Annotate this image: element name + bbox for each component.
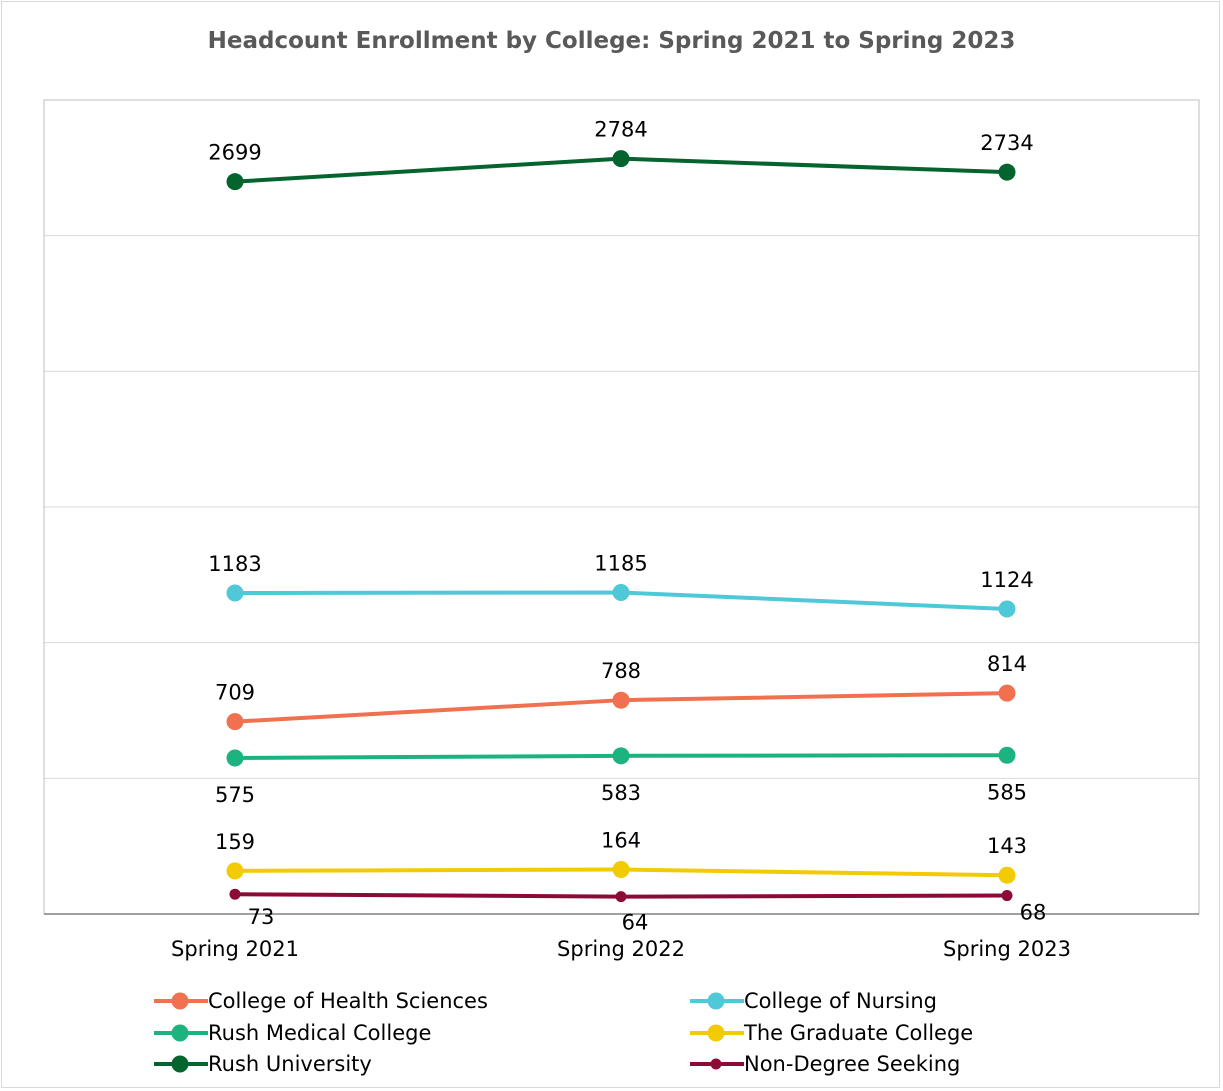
data-point-the-graduate-college-spring-2021 bbox=[226, 862, 244, 880]
data-label-rush-university-spring-2022: 2784 bbox=[594, 118, 647, 142]
x-tick-label-spring-2023: Spring 2023 bbox=[943, 937, 1071, 961]
data-label-college-of-nursing-spring-2022: 1185 bbox=[594, 551, 647, 575]
data-label-rush-university-spring-2023: 2734 bbox=[980, 131, 1033, 155]
legend-item-rush-medical-college: Rush Medical College bbox=[152, 1018, 431, 1048]
data-label-college-of-health-sciences-spring-2022: 788 bbox=[601, 659, 641, 683]
x-tick-label-spring-2021: Spring 2021 bbox=[171, 937, 299, 961]
data-point-college-of-health-sciences-spring-2023 bbox=[998, 684, 1016, 702]
legend-label-rush-university: Rush University bbox=[208, 1052, 372, 1076]
data-point-rush-university-spring-2021 bbox=[226, 173, 244, 191]
data-label-rush-medical-college-spring-2022: 583 bbox=[601, 781, 641, 805]
legend-label-non-degree-seeking: Non-Degree Seeking bbox=[744, 1052, 961, 1076]
legend-item-college-of-nursing: College of Nursing bbox=[688, 986, 937, 1016]
data-point-college-of-nursing-spring-2022 bbox=[612, 583, 630, 601]
data-point-college-of-nursing-spring-2023 bbox=[998, 600, 1016, 618]
data-label-rush-medical-college-spring-2023: 585 bbox=[987, 780, 1027, 804]
data-label-college-of-nursing-spring-2021: 1183 bbox=[208, 552, 261, 576]
data-label-non-degree-seeking-spring-2021: 73 bbox=[248, 905, 275, 929]
data-point-college-of-health-sciences-spring-2022 bbox=[612, 691, 630, 709]
data-point-rush-university-spring-2022 bbox=[612, 150, 630, 168]
legend-swatch-the-graduate-college bbox=[690, 1024, 744, 1042]
data-point-non-degree-seeking-spring-2021 bbox=[229, 888, 241, 900]
legend-label-college-of-health-sciences: College of Health Sciences bbox=[208, 989, 488, 1013]
legend-swatch-college-of-health-sciences bbox=[154, 992, 208, 1010]
data-point-rush-medical-college-spring-2023 bbox=[998, 746, 1016, 764]
data-point-rush-medical-college-spring-2022 bbox=[612, 747, 630, 765]
data-point-non-degree-seeking-spring-2022 bbox=[615, 891, 627, 903]
legend-item-non-degree-seeking: Non-Degree Seeking bbox=[688, 1049, 960, 1079]
legend-swatch-rush-medical-college bbox=[154, 1024, 208, 1042]
data-label-non-degree-seeking-spring-2022: 64 bbox=[622, 911, 649, 935]
legend-label-rush-medical-college: Rush Medical College bbox=[208, 1021, 432, 1045]
x-tick-label-spring-2022: Spring 2022 bbox=[557, 937, 685, 961]
data-point-non-degree-seeking-spring-2023 bbox=[1001, 890, 1013, 902]
data-point-the-graduate-college-spring-2023 bbox=[998, 866, 1016, 884]
chart-legend: College of Health Sciences College of Nur… bbox=[152, 986, 1152, 1082]
data-label-the-graduate-college-spring-2022: 164 bbox=[601, 829, 641, 853]
chart-title: Headcount Enrollment by College: Spring … bbox=[207, 28, 1016, 54]
data-point-college-of-nursing-spring-2021 bbox=[226, 584, 244, 602]
data-point-the-graduate-college-spring-2022 bbox=[612, 861, 630, 879]
legend-item-the-graduate-college: The Graduate College bbox=[688, 1018, 973, 1048]
data-point-rush-university-spring-2023 bbox=[998, 163, 1016, 181]
data-label-rush-university-spring-2021: 2699 bbox=[208, 141, 261, 165]
data-label-the-graduate-college-spring-2023: 143 bbox=[987, 834, 1027, 858]
legend-swatch-college-of-nursing bbox=[690, 992, 744, 1010]
data-label-non-degree-seeking-spring-2023: 68 bbox=[1020, 901, 1047, 925]
legend-label-college-of-nursing: College of Nursing bbox=[744, 989, 938, 1013]
legend-item-rush-university: Rush University bbox=[152, 1049, 372, 1079]
legend-label-the-graduate-college: The Graduate College bbox=[744, 1021, 974, 1045]
data-label-college-of-nursing-spring-2023: 1124 bbox=[980, 568, 1033, 592]
data-point-college-of-health-sciences-spring-2021 bbox=[226, 713, 244, 731]
data-label-the-graduate-college-spring-2021: 159 bbox=[215, 830, 255, 854]
data-label-rush-medical-college-spring-2021: 575 bbox=[215, 783, 255, 807]
data-label-college-of-health-sciences-spring-2021: 709 bbox=[215, 681, 255, 705]
data-point-rush-medical-college-spring-2021 bbox=[226, 749, 244, 767]
data-label-college-of-health-sciences-spring-2023: 814 bbox=[987, 652, 1027, 676]
legend-swatch-rush-university bbox=[154, 1055, 208, 1073]
legend-swatch-non-degree-seeking bbox=[690, 1058, 744, 1070]
legend-item-college-of-health-sciences: College of Health Sciences bbox=[152, 986, 488, 1016]
